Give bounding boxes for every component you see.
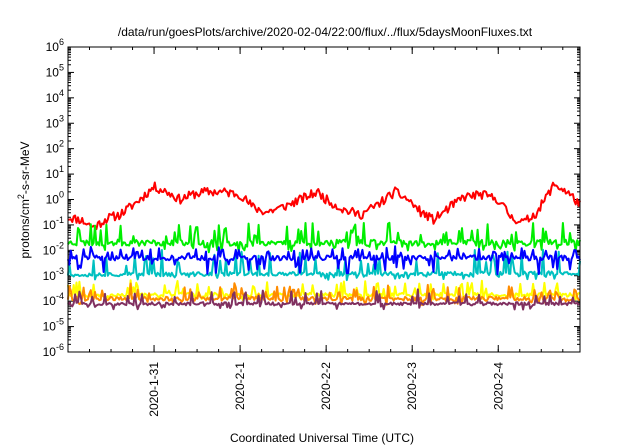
svg-text:protons/cm2-s-sr-MeV: protons/cm2-s-sr-MeV [16, 141, 32, 258]
series-line-7 [68, 289, 580, 309]
y-tick-label: 105 [46, 62, 64, 79]
y-tick-label: 10-5 [43, 317, 64, 334]
x-tick-label: 2020-1-31 [147, 362, 161, 417]
series-line-1 [68, 183, 580, 230]
y-tick-label: 10-3 [43, 266, 64, 283]
flux-chart: /data/run/goesPlots/archive/2020-02-04/2… [0, 0, 640, 448]
x-tick-label: 2020-2-4 [491, 362, 505, 410]
y-tick-label: 101 [46, 164, 64, 181]
y-tick-label: 10-4 [43, 291, 64, 308]
y-tick-label: 10-6 [43, 342, 64, 359]
x-tick-label: 2020-2-3 [405, 362, 419, 410]
y-axis-label: protons/cm2-s-sr-MeV [16, 141, 32, 258]
y-tick-label: 104 [46, 88, 64, 105]
plot-area: 10-6 10-5 10-4 10-3 10-2 10-1 100 101 102 103 104 1… [43, 37, 580, 417]
x-axis-label: Coordinated Universal Time (UTC) [230, 431, 414, 445]
y-tick-label: 106 [46, 37, 64, 54]
y-tick-label: 100 [46, 190, 64, 207]
y-tick-label: 10-1 [43, 215, 64, 232]
y-tick-label: 10-2 [43, 240, 64, 257]
y-axis-label-suffix: -s-sr-MeV [18, 141, 32, 194]
x-tick-label: 2020-2-1 [233, 362, 247, 410]
y-axis-label-prefix: protons/cm [18, 199, 32, 258]
series-line-2 [68, 223, 580, 252]
y-tick-label: 103 [46, 113, 64, 130]
x-tick-label: 2020-2-2 [319, 362, 333, 410]
y-tick-label: 102 [46, 139, 64, 156]
chart-title: /data/run/goesPlots/archive/2020-02-04/2… [118, 25, 533, 39]
